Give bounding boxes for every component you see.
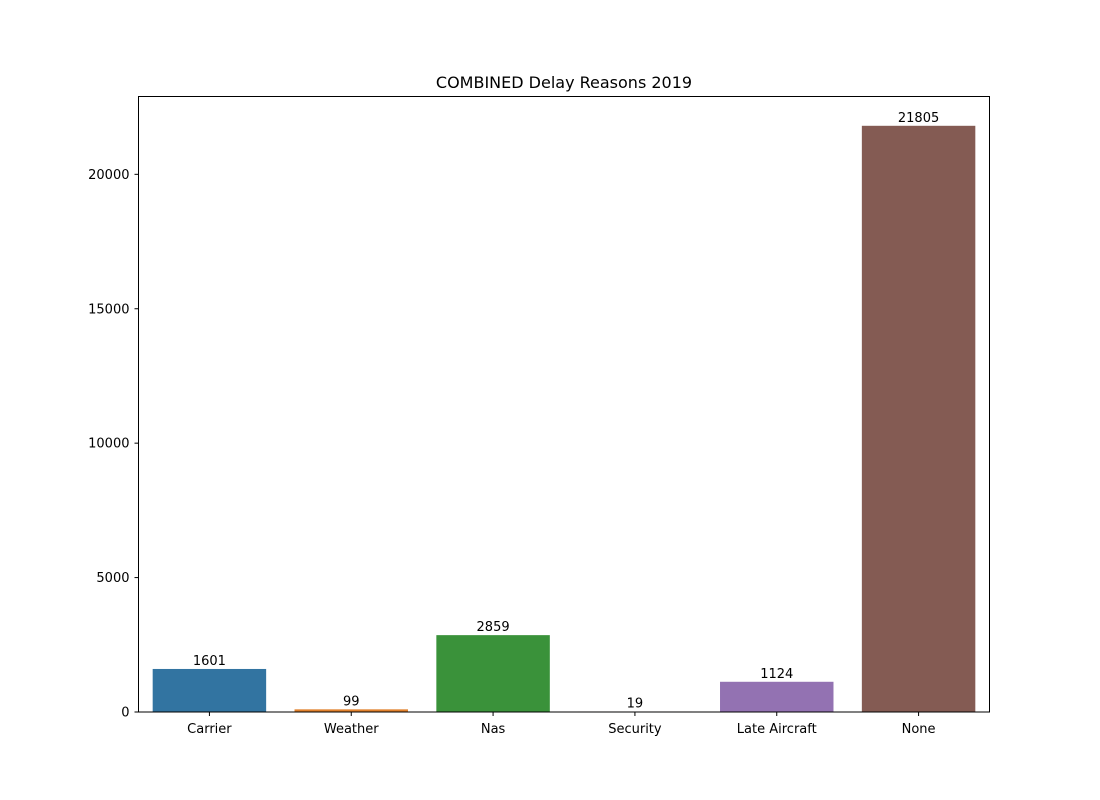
bar-none [861, 125, 976, 713]
y-tick-label: 15000 [88, 302, 129, 317]
bar-nas [436, 635, 550, 712]
y-tick-label: 0 [121, 706, 129, 721]
chart-title: COMBINED Delay Reasons 2019 [436, 73, 692, 92]
x-tick-label: Nas [481, 722, 506, 737]
data-label-weather: 99 [343, 694, 360, 709]
x-tick-label: Weather [324, 722, 379, 737]
bar-late-aircraft [720, 681, 834, 712]
x-tick-label: None [902, 722, 936, 737]
x-tick-label: Security [608, 722, 662, 737]
data-label-late-aircraft: 1124 [760, 667, 793, 682]
data-label-security: 19 [627, 696, 644, 711]
x-axis: Carrier Weather Nas Security Late Aircraft No… [187, 712, 936, 737]
data-label-carrier: 1601 [193, 654, 226, 669]
y-tick-label: 20000 [88, 168, 129, 183]
y-axis: 0 5000 10000 15000 20000 [88, 168, 139, 721]
plot-frame [138, 96, 990, 713]
x-tick-label: Late Aircraft [737, 722, 817, 737]
data-label-none: 21805 [898, 111, 939, 126]
y-tick-label: 10000 [88, 437, 129, 452]
bar-carrier [152, 668, 267, 712]
bar-weather [294, 709, 408, 712]
bars-layer: 1601 99 2859 19 1124 21805 [152, 111, 976, 713]
data-label-nas: 2859 [477, 620, 510, 635]
x-tick-label: Carrier [187, 722, 232, 737]
y-tick-label: 5000 [96, 571, 129, 586]
